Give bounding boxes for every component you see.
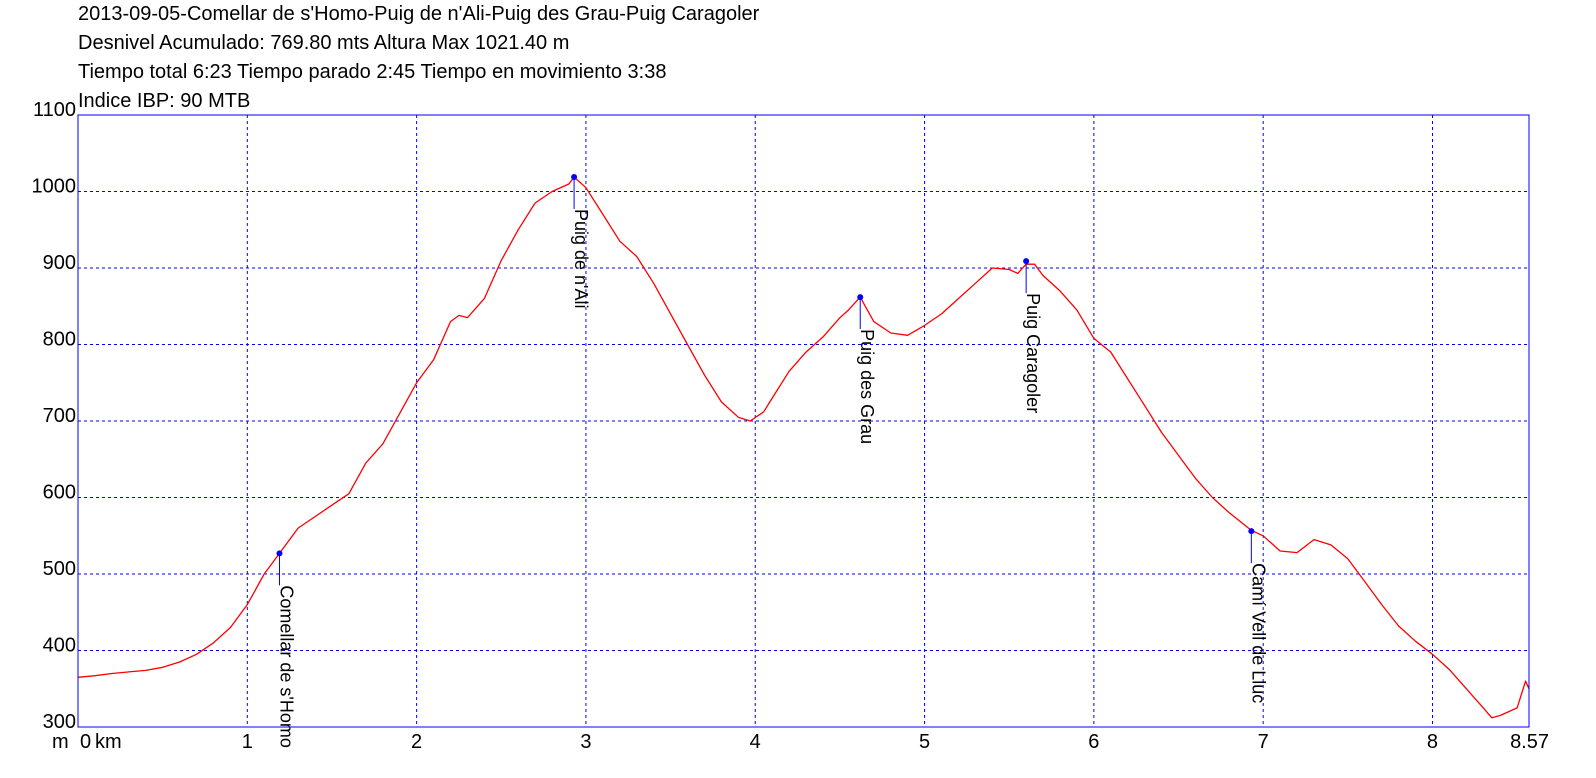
y-tick-label: 600 [43, 482, 76, 504]
x-tick-label: 5 [919, 731, 930, 753]
waypoint-label: Comellar de s'Homo [276, 585, 296, 748]
x-axis-tick-labels: 0 1 2 3 4 5 6 7 8 8.57 [80, 731, 1549, 753]
elevation-line [77, 176, 1530, 719]
y-axis-tick-labels: 300 400 500 600 700 800 900 1000 1100 [32, 99, 77, 733]
x-tick-label: 0 [80, 731, 91, 753]
y-tick-label: 800 [43, 329, 76, 351]
waypoint-label: Camí Vell de Lluc [1248, 563, 1268, 703]
waypoints-layer: Comellar de s'Homo Puig de n'Ali Puig des … [276, 173, 1268, 748]
x-tick-label: 8 [1427, 731, 1438, 753]
time-summary: Tiempo total 6:23 Tiempo parado 2:45 Tie… [78, 61, 667, 83]
elevation-summary: Desnivel Acumulado: 769.80 mts Altura Ma… [78, 32, 570, 54]
x-tick-label: 8.57 [1510, 731, 1549, 753]
waypoint-marker [1023, 258, 1030, 265]
waypoint-marker [857, 294, 864, 301]
waypoint: Comellar de s'Homo [276, 550, 296, 748]
x-tick-label: 3 [580, 731, 591, 753]
series-layer [77, 176, 1530, 719]
waypoint-marker [1248, 528, 1255, 535]
grid-lines [78, 115, 1529, 727]
y-tick-label: 1100 [33, 99, 76, 121]
y-tick-label: 700 [43, 405, 76, 427]
waypoint: Camí Vell de Lluc [1248, 528, 1268, 703]
waypoint-label: Puig de n'Ali [571, 209, 591, 309]
y-tick-label: 300 [43, 711, 76, 733]
waypoint-label: Puig Caragoler [1023, 293, 1043, 413]
waypoint: Puig des Grau [857, 294, 877, 444]
waypoint: Puig de n'Ali [571, 173, 591, 309]
x-axis-unit-label: km [95, 731, 122, 753]
y-tick-label: 900 [43, 252, 76, 274]
x-tick-label: 6 [1088, 731, 1099, 753]
waypoint-marker [571, 173, 578, 180]
waypoint-marker [276, 550, 283, 557]
x-tick-label: 7 [1258, 731, 1269, 753]
y-tick-label: 400 [43, 635, 76, 657]
y-tick-label: 500 [43, 558, 76, 580]
ibp-index: Indice IBP: 90 MTB [78, 90, 251, 112]
waypoint-label: Puig des Grau [857, 329, 877, 444]
x-tick-label: 4 [750, 731, 761, 753]
y-axis-unit-label: m [52, 731, 69, 753]
x-tick-label: 1 [242, 731, 253, 753]
plot-frame [77, 114, 1530, 728]
chart-title: 2013-09-05-Comellar de s'Homo-Puig de n'… [78, 3, 760, 25]
x-tick-label: 2 [411, 731, 422, 753]
waypoint: Puig Caragoler [1023, 258, 1043, 413]
y-tick-label: 1000 [32, 176, 77, 198]
